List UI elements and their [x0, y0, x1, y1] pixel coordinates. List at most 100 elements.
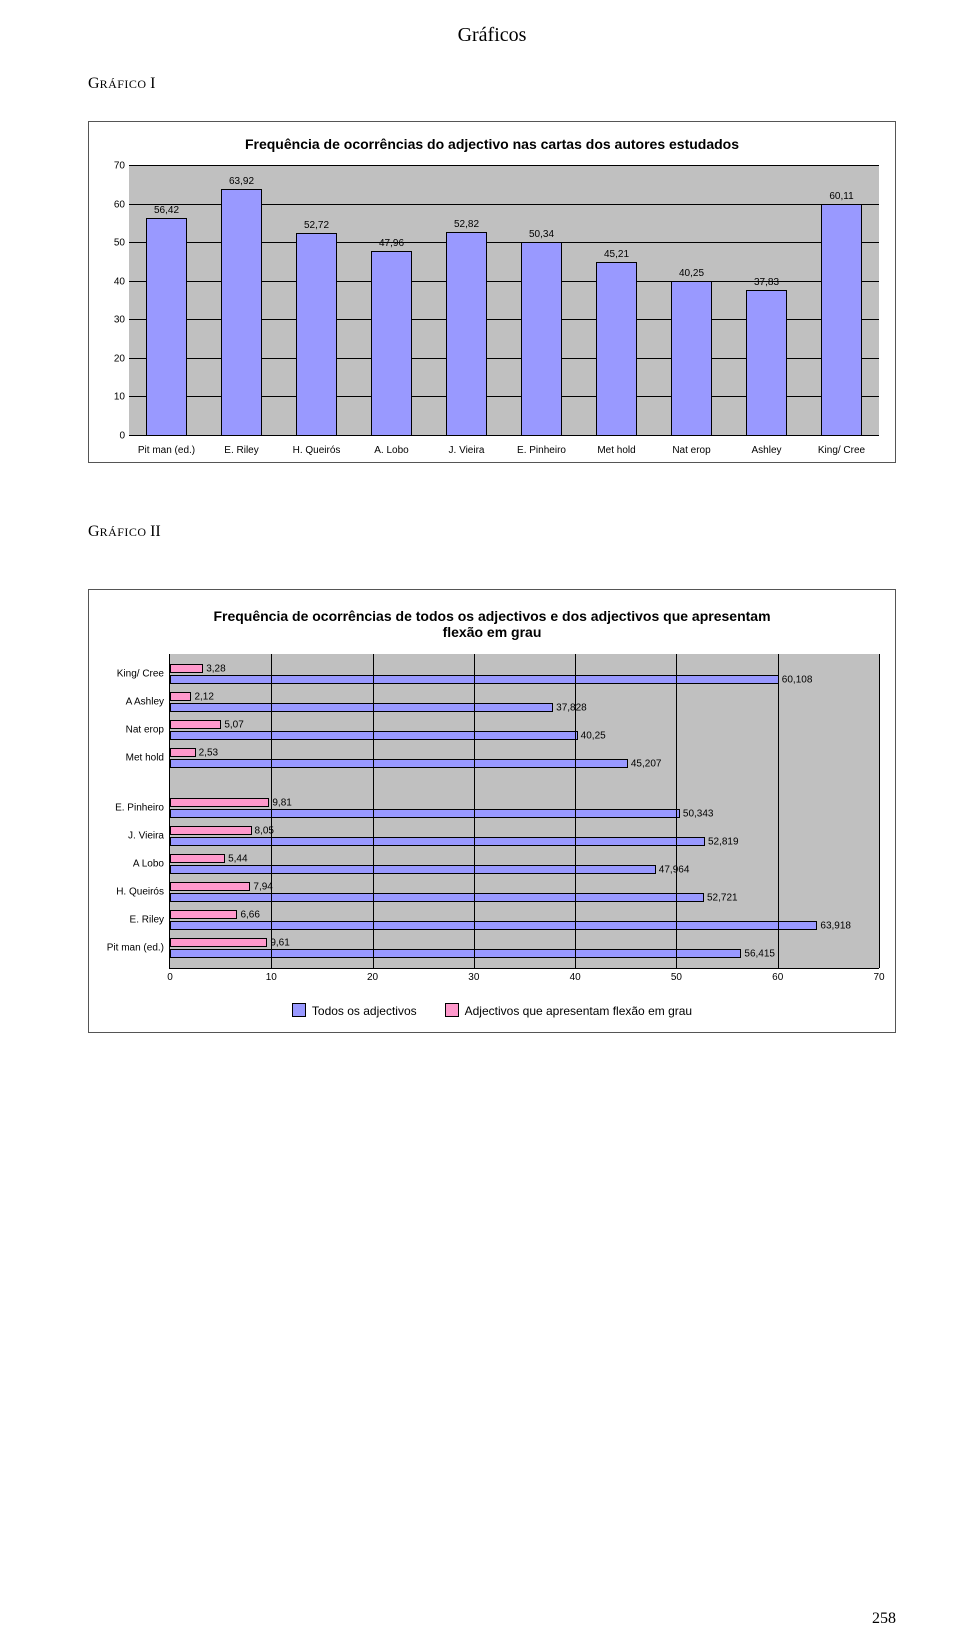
heading-grafico-1: GRÁFICO I — [88, 75, 896, 93]
chart2-bar-grau: 8,05 — [170, 826, 252, 835]
chart2-bar-todos: 47,964 — [170, 865, 656, 874]
chart1-ytick-label: 50 — [101, 238, 125, 249]
chart1-xtick-label: A. Lobo — [374, 445, 408, 456]
chart2-bar-value: 40,25 — [581, 730, 606, 741]
chart1-bar: 45,21 — [596, 262, 637, 436]
chart2-bar-grau: 6,66 — [170, 910, 237, 919]
heading2-rest: RÁFICO — [100, 525, 151, 539]
chart2-bar-value: 9,81 — [272, 797, 291, 808]
chart1-bar-value: 56,42 — [147, 205, 186, 216]
chart1-xtick-label: Ashley — [751, 445, 781, 456]
chart1-bar-value: 50,34 — [522, 229, 561, 240]
chart2-bar-value: 7,94 — [253, 881, 272, 892]
chart1-bar-value: 52,72 — [297, 220, 336, 231]
chart2-bar-todos: 37,828 — [170, 703, 553, 712]
chart2-bar-todos: 52,819 — [170, 837, 705, 846]
chart2-group-gap — [170, 772, 879, 794]
chart1-ytick-label: 60 — [101, 199, 125, 210]
chart2-category-label: E. Riley — [102, 915, 164, 926]
chart2-row: A Lobo5,4447,964 — [170, 850, 879, 878]
chart1-ytick-label: 40 — [101, 276, 125, 287]
heading-grafico-2: GRÁFICO II — [88, 523, 896, 541]
chart2-bar-grau: 9,81 — [170, 798, 269, 807]
chart1-bar: 37,83 — [746, 290, 787, 436]
chart2-title: Frequência de ocorrências de todos os ad… — [202, 590, 782, 646]
chart2-bar-todos: 45,207 — [170, 759, 628, 768]
chart2-bar-grau: 7,94 — [170, 882, 250, 891]
chart2-bar-todos: 50,343 — [170, 809, 680, 818]
chart2-bar-todos: 52,721 — [170, 893, 704, 902]
chart2-bar-value: 45,207 — [631, 758, 662, 769]
chart2-bar-todos: 40,25 — [170, 731, 578, 740]
chart1-ytick-label: 0 — [101, 431, 125, 442]
chart1-area: 56,4263,9252,7247,9652,8250,3445,2140,25… — [101, 162, 883, 462]
chart2-xtick-label: 60 — [772, 968, 783, 983]
chart1-container: Frequência de ocorrências do adjectivo n… — [88, 121, 896, 463]
chart2-bar-value: 60,108 — [782, 674, 813, 685]
chart2-category-label: H. Queirós — [102, 887, 164, 898]
chart2-bar-value: 6,66 — [240, 909, 259, 920]
chart1-xtick-label: Met hold — [597, 445, 635, 456]
chart2-legend-item: Todos os adjectivos — [292, 1003, 417, 1018]
chart2-bar-value: 56,415 — [744, 948, 775, 959]
chart2-bar-value: 52,721 — [707, 892, 738, 903]
chart2-category-label: King/ Cree — [102, 669, 164, 680]
chart1-xtick-label: Pit man (ed.) — [138, 445, 195, 456]
heading1-lead: G — [88, 75, 100, 92]
chart2-plot: King/ Cree3,2860,108A Ashley2,1237,828Na… — [169, 654, 879, 969]
chart2-gridline — [373, 654, 374, 968]
chart2-xtick-label: 70 — [873, 968, 884, 983]
chart2-gridline — [575, 654, 576, 968]
chart1-ytick-label: 70 — [101, 161, 125, 172]
chart2-xtick-label: 50 — [671, 968, 682, 983]
heading2-suffix: II — [150, 523, 161, 540]
chart2-container: Frequência de ocorrências de todos os ad… — [88, 589, 896, 1033]
chart2-bar-value: 3,28 — [206, 663, 225, 674]
chart2-bar-grau: 2,53 — [170, 748, 196, 757]
chart2-gridline — [474, 654, 475, 968]
chart2-row: Pit man (ed.)9,6156,415 — [170, 934, 879, 962]
chart2-area: King/ Cree3,2860,108A Ashley2,1237,828Na… — [101, 654, 883, 991]
chart2-bar-value: 37,828 — [556, 702, 587, 713]
chart2-category-label: E. Pinheiro — [102, 803, 164, 814]
chart2-bar-value: 50,343 — [683, 808, 714, 819]
chart2-category-label: A Lobo — [102, 859, 164, 870]
chart2-row: E. Riley6,6663,918 — [170, 906, 879, 934]
chart1-gridline — [129, 165, 879, 166]
chart1-ytick-label: 30 — [101, 315, 125, 326]
chart2-bar-grau: 5,44 — [170, 854, 225, 863]
chart2-bar-todos: 56,415 — [170, 949, 741, 958]
chart2-bar-value: 5,44 — [228, 853, 247, 864]
chart2-xtick-label: 20 — [367, 968, 378, 983]
chart1-xtick-label: H. Queirós — [293, 445, 341, 456]
chart1-xtick-label: Nat erop — [672, 445, 710, 456]
chart2-legend-label: Todos os adjectivos — [312, 1004, 417, 1018]
chart1-xtick-label: J. Vieira — [449, 445, 485, 456]
chart1-bar: 63,92 — [221, 189, 262, 436]
chart2-bar-value: 9,61 — [270, 937, 289, 948]
chart1-bar-value: 52,82 — [447, 219, 486, 230]
chart1-bar-value: 37,83 — [747, 277, 786, 288]
chart2-row: H. Queirós7,9452,721 — [170, 878, 879, 906]
chart2-category-label: J. Vieira — [102, 831, 164, 842]
chart1-bar-value: 40,25 — [672, 268, 711, 279]
chart1-bar-value: 63,92 — [222, 176, 261, 187]
heading2-lead: G — [88, 523, 100, 540]
chart1-bar-value: 60,11 — [822, 191, 861, 202]
chart2-bar-grau: 5,07 — [170, 720, 221, 729]
chart2-xtick-label: 30 — [468, 968, 479, 983]
chart1-ytick-label: 10 — [101, 392, 125, 403]
chart2-legend: Todos os adjectivos Adjectivos que aprese… — [89, 991, 895, 1032]
chart2-bar-value: 5,07 — [224, 719, 243, 730]
chart1-bar-value: 45,21 — [597, 249, 636, 260]
chart1-bar: 40,25 — [671, 281, 712, 436]
chart2-xtick-label: 10 — [266, 968, 277, 983]
chart1-title: Frequência de ocorrências do adjectivo n… — [89, 122, 895, 158]
chart1-plot: 56,4263,9252,7247,9652,8250,3445,2140,25… — [129, 166, 879, 436]
chart2-gridline — [676, 654, 677, 968]
chart1-xtick-label: E. Pinheiro — [517, 445, 566, 456]
page-number: 258 — [872, 1610, 896, 1628]
chart2-bar-value: 52,819 — [708, 836, 739, 847]
chart2-legend-item: Adjectivos que apresentam flexão em grau — [445, 1003, 692, 1018]
chart1-xtick-label: E. Riley — [224, 445, 258, 456]
